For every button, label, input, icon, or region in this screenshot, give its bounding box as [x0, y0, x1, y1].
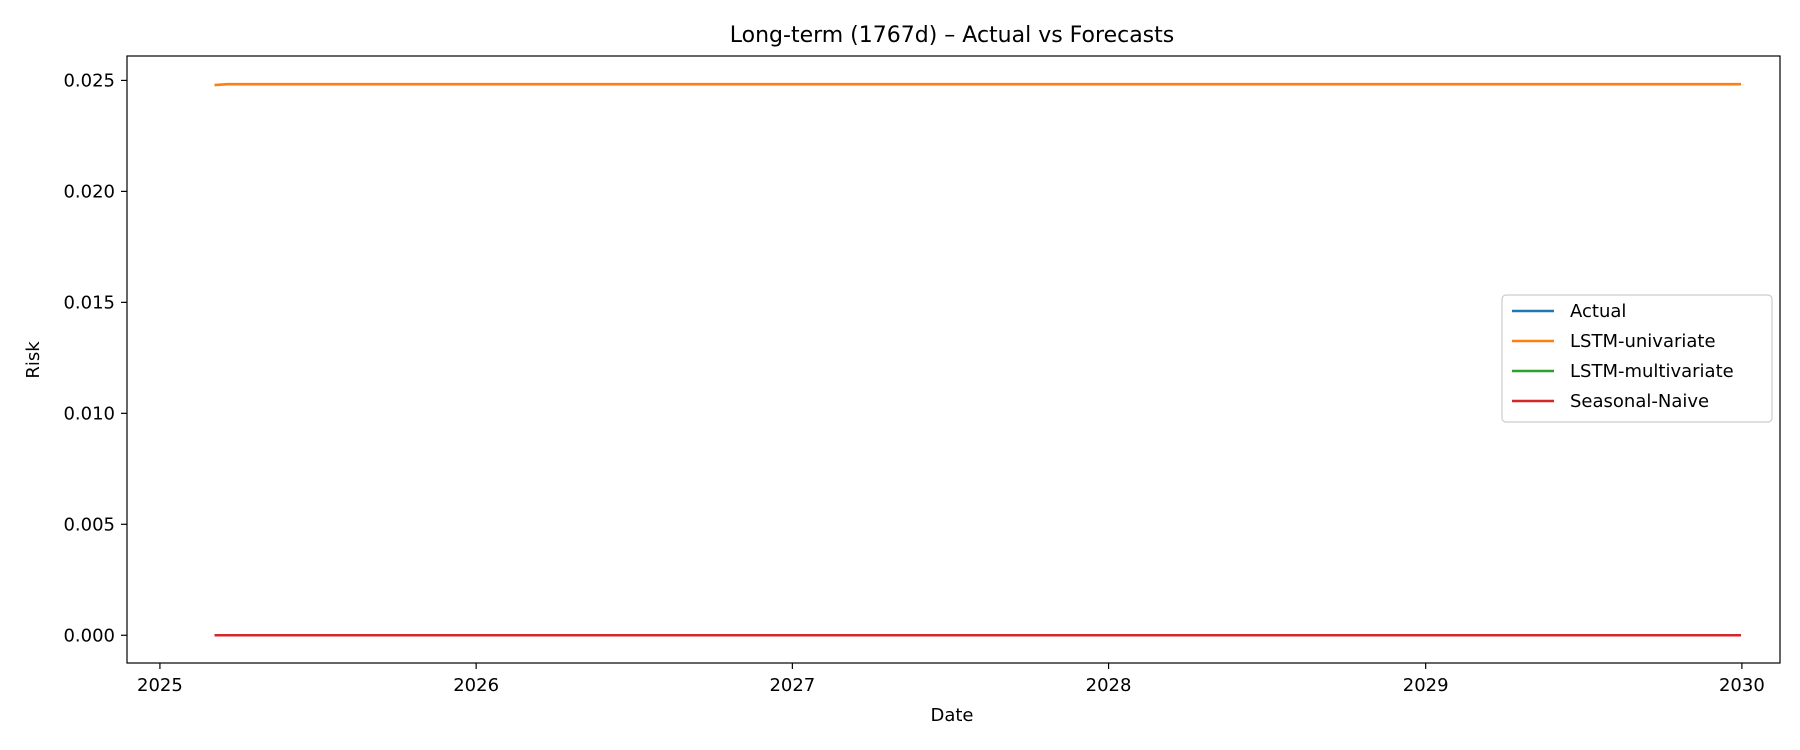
legend-label-0: Actual [1570, 301, 1626, 322]
x-tick-label-0: 2025 [137, 675, 183, 696]
y-axis-label: Risk [23, 341, 44, 379]
y-tick-label-5: 0.025 [63, 70, 115, 91]
y-tick-label-3: 0.015 [63, 292, 115, 313]
x-axis-ticks: 2025 2026 2027 2028 2029 2030 [137, 663, 1765, 696]
x-tick-label-2: 2027 [769, 675, 815, 696]
x-tick-label-1: 2026 [453, 675, 499, 696]
x-tick-label-5: 2030 [1719, 675, 1765, 696]
legend-label-2: LSTM-multivariate [1570, 361, 1734, 382]
y-tick-label-4: 0.020 [63, 181, 115, 202]
legend: Actual LSTM-univariate LSTM-multivariate Se… [1501, 294, 1773, 423]
x-tick-label-3: 2028 [1086, 675, 1132, 696]
x-tick-label-4: 2029 [1403, 675, 1449, 696]
legend-box [1501, 294, 1773, 423]
y-tick-label-0: 0.000 [63, 625, 115, 646]
legend-label-1: LSTM-univariate [1570, 331, 1716, 352]
plot-frame [126, 55, 1781, 664]
y-tick-label-2: 0.010 [63, 403, 115, 424]
legend-label-3: Seasonal-Naive [1570, 391, 1709, 412]
x-axis-label: Date [930, 705, 973, 726]
y-tick-label-1: 0.005 [63, 514, 115, 535]
series-line-1 [214, 82, 1742, 87]
y-axis-ticks: 0.000 0.005 0.010 0.015 0.020 0.025 [63, 70, 127, 646]
series-lines [214, 82, 1742, 637]
chart-title: Long-term (1767d) – Actual vs Forecasts [730, 23, 1174, 48]
